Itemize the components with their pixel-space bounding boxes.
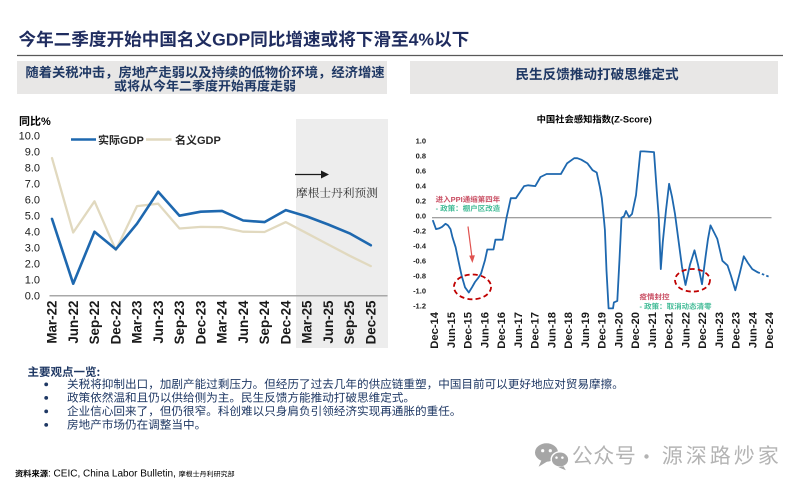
svg-text:7.0: 7.0 (25, 179, 40, 191)
svg-text:Jun-25: Jun-25 (321, 300, 336, 344)
svg-text:%: % (41, 116, 51, 128)
svg-text:Jun-24: Jun-24 (236, 300, 251, 344)
svg-text:GDP: GDP (212, 30, 250, 50)
svg-text:Jun-21: Jun-21 (647, 312, 659, 348)
svg-text:6.0: 6.0 (25, 195, 40, 207)
svg-text:Jun-24: Jun-24 (747, 311, 759, 348)
svg-text:Dec-16: Dec-16 (496, 312, 508, 349)
svg-text:Dec-19: Dec-19 (597, 312, 609, 349)
svg-text:-0.6: -0.6 (413, 257, 426, 266)
svg-text:Jun-20: Jun-20 (613, 312, 625, 348)
svg-text:GDP: GDP (197, 135, 221, 147)
svg-text:0.4: 0.4 (416, 182, 427, 191)
svg-text:Dec-22: Dec-22 (697, 312, 709, 349)
svg-text:Dec-20: Dec-20 (630, 312, 642, 349)
svg-text:Mar-22: Mar-22 (45, 301, 60, 344)
svg-text:0.8: 0.8 (416, 152, 426, 161)
svg-text:Sep-23: Sep-23 (172, 301, 187, 345)
svg-text:Jun-18: Jun-18 (546, 312, 558, 348)
svg-text:GDP: GDP (120, 135, 144, 147)
svg-text:Dec-24: Dec-24 (278, 300, 293, 344)
svg-text:Dec-23: Dec-23 (193, 301, 208, 345)
svg-text:-0.2: -0.2 (413, 227, 426, 236)
svg-text:Dec-25: Dec-25 (363, 300, 378, 344)
svg-text:Mar-24: Mar-24 (215, 300, 230, 344)
svg-text:Jun-19: Jun-19 (580, 312, 592, 348)
svg-text:4.0: 4.0 (25, 227, 40, 239)
svg-text:Dec-24: Dec-24 (764, 311, 776, 348)
svg-text:4%: 4% (409, 30, 435, 50)
svg-text:Jun-22: Jun-22 (680, 312, 692, 348)
svg-text:Dec-15: Dec-15 (463, 312, 475, 349)
svg-text:Sep-22: Sep-22 (87, 301, 102, 345)
svg-text:1.0: 1.0 (25, 275, 40, 287)
svg-text:10.0: 10.0 (19, 131, 40, 143)
svg-text:: CEIC, China Labor Bulletin,: : CEIC, China Labor Bulletin, (48, 469, 176, 480)
svg-text:Sep-24: Sep-24 (257, 300, 272, 344)
svg-text:Mar-23: Mar-23 (130, 301, 145, 344)
svg-text:0.2: 0.2 (416, 197, 426, 206)
svg-text:-: - (436, 204, 439, 213)
svg-text:Jun-17: Jun-17 (513, 312, 525, 348)
svg-text:Jun-22: Jun-22 (66, 301, 81, 344)
svg-text:-0.4: -0.4 (413, 242, 427, 251)
svg-text:Dec-22: Dec-22 (108, 301, 123, 345)
svg-text:5.0: 5.0 (25, 211, 40, 223)
svg-text:0.0: 0.0 (416, 212, 426, 221)
svg-text:Dec-23: Dec-23 (731, 312, 743, 349)
svg-text:Sep-25: Sep-25 (342, 300, 357, 344)
svg-text:0.0: 0.0 (25, 291, 40, 303)
svg-text:Dec-14: Dec-14 (429, 311, 441, 348)
svg-text:Dec-18: Dec-18 (563, 312, 575, 349)
svg-text:-1.2: -1.2 (413, 302, 426, 311)
svg-text:Dec-17: Dec-17 (530, 312, 542, 349)
svg-text:-0.8: -0.8 (413, 272, 426, 281)
svg-text:0.6: 0.6 (416, 167, 426, 176)
svg-text:Jun-15: Jun-15 (446, 312, 458, 348)
svg-text:8.0: 8.0 (25, 163, 40, 175)
svg-text:Jun-23: Jun-23 (151, 301, 166, 344)
svg-text:-1.0: -1.0 (413, 287, 426, 296)
svg-text:2.0: 2.0 (25, 259, 40, 271)
svg-text:Jun-23: Jun-23 (714, 312, 726, 348)
svg-text:1.0: 1.0 (416, 137, 426, 146)
svg-text:PPI: PPI (451, 195, 463, 204)
svg-text:3.0: 3.0 (25, 243, 40, 255)
svg-text:Dec-21: Dec-21 (664, 312, 676, 349)
svg-text:-: - (640, 302, 643, 311)
svg-text:Jun-16: Jun-16 (479, 312, 491, 348)
svg-text:9.0: 9.0 (25, 147, 40, 159)
svg-text:Mar-25: Mar-25 (300, 300, 315, 344)
svg-text:(Z-Score): (Z-Score) (611, 115, 652, 125)
